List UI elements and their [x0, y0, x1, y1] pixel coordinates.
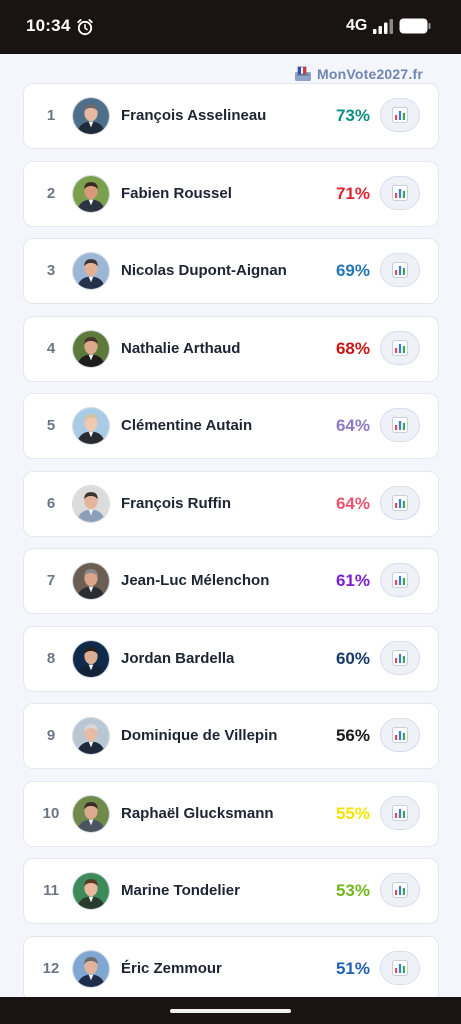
view-stats-button[interactable]	[380, 950, 420, 985]
view-stats-button[interactable]	[380, 253, 420, 287]
bar-chart-icon	[392, 882, 408, 898]
candidate-avatar	[72, 97, 110, 135]
candidate-rank: 10	[42, 804, 60, 822]
candidate-name: Dominique de Villepin	[121, 727, 278, 744]
view-stats-button[interactable]	[380, 640, 420, 675]
alarm-icon	[77, 19, 93, 36]
candidate-avatar	[72, 949, 110, 988]
candidate-avatar	[72, 329, 110, 368]
bar-chart-icon	[392, 727, 408, 743]
candidate-name: Nicolas Dupont-Aignan	[121, 262, 287, 279]
candidate-avatar	[72, 252, 110, 290]
bar-chart-icon	[392, 959, 408, 976]
candidate-score: 55%	[335, 803, 370, 823]
candidate-card[interactable]: 9 Dominique de Villepin 56%	[23, 703, 439, 769]
bar-chart-icon	[392, 494, 408, 511]
candidate-name: Jordan Bardella	[121, 649, 235, 667]
home-bar	[0, 997, 461, 1024]
status-bar: 10:34 4G	[0, 0, 461, 54]
candidate-rank: 8	[46, 649, 56, 667]
candidate-score: 64%	[335, 493, 370, 513]
candidate-rank: 6	[46, 494, 56, 512]
candidate-score: 53%	[335, 881, 370, 900]
candidate-rank: 2	[46, 184, 56, 202]
ballot-box-icon	[294, 66, 311, 81]
candidate-rank: 1	[46, 107, 56, 124]
view-stats-button[interactable]	[380, 873, 420, 907]
view-stats-button[interactable]	[380, 485, 420, 520]
candidate-card[interactable]: 5 Clémentine Autain 64%	[23, 393, 439, 459]
battery-icon	[399, 18, 431, 34]
candidate-score: 51%	[335, 958, 370, 978]
view-stats-button[interactable]	[380, 98, 420, 132]
candidate-card[interactable]: 1 François Asselineau 73%	[23, 83, 439, 149]
candidate-rank: 5	[46, 417, 56, 434]
candidate-score: 61%	[335, 571, 370, 590]
candidate-name: Jean-Luc Mélenchon	[121, 572, 270, 589]
view-stats-button[interactable]	[380, 408, 420, 442]
view-stats-button[interactable]	[380, 795, 420, 830]
candidate-avatar	[72, 562, 110, 600]
candidate-card[interactable]: 6 François Ruffin 64%	[23, 470, 439, 537]
candidate-rank: 3	[46, 262, 56, 279]
candidate-name: Éric Zemmour	[121, 959, 222, 977]
candidate-card[interactable]: 11 Marine Tondelier 53%	[23, 858, 439, 924]
candidate-avatar	[72, 407, 110, 445]
candidate-card[interactable]: 3 Nicolas Dupont-Aignan 69%	[23, 238, 439, 304]
candidate-name: François Ruffin	[121, 494, 232, 512]
bar-chart-icon	[392, 417, 408, 433]
candidate-name: Raphaël Glucksmann	[121, 804, 274, 822]
bar-chart-icon	[392, 339, 408, 356]
candidate-score: 73%	[335, 106, 370, 125]
candidate-rank: 12	[42, 959, 60, 977]
candidate-card[interactable]: 10 Raphaël Glucksmann 55%	[23, 780, 439, 847]
bar-chart-icon	[392, 804, 408, 821]
brand-link[interactable]: MonVote2027.fr	[294, 66, 423, 82]
view-stats-button[interactable]	[380, 718, 420, 752]
view-stats-button[interactable]	[380, 563, 420, 597]
candidate-name: Nathalie Arthaud	[121, 339, 241, 357]
candidate-rank: 11	[43, 882, 59, 899]
signal-icon	[373, 19, 393, 34]
home-indicator[interactable]	[170, 1009, 291, 1013]
candidate-card[interactable]: 4 Nathalie Arthaud 68%	[23, 315, 439, 382]
candidate-score: 69%	[335, 261, 370, 280]
candidate-name: François Asselineau	[121, 107, 267, 124]
candidate-name: Fabien Roussel	[121, 184, 232, 202]
bar-chart-icon	[392, 572, 408, 588]
candidate-avatar	[72, 484, 110, 523]
bar-chart-icon	[392, 262, 408, 278]
candidate-avatar	[72, 174, 110, 213]
candidate-card[interactable]: 8 Jordan Bardella 60%	[23, 625, 439, 692]
candidate-score: 64%	[335, 416, 370, 435]
candidate-avatar	[72, 639, 110, 678]
candidate-rank: 7	[46, 572, 56, 589]
candidate-card[interactable]: 2 Fabien Roussel 71%	[23, 160, 439, 227]
brand-text: MonVote2027.fr	[316, 66, 423, 82]
candidate-name: Marine Tondelier	[121, 882, 240, 899]
candidate-avatar	[72, 872, 110, 910]
view-stats-button[interactable]	[380, 330, 420, 365]
candidate-card[interactable]: 7 Jean-Luc Mélenchon 61%	[23, 548, 439, 614]
candidate-avatar	[72, 717, 110, 755]
candidate-score: 68%	[335, 338, 370, 358]
candidate-card[interactable]: 12 Éric Zemmour 51%	[23, 935, 439, 1002]
view-stats-button[interactable]	[380, 175, 420, 210]
candidate-avatar	[72, 794, 110, 833]
network-label: 4G	[346, 17, 368, 34]
bar-chart-icon	[392, 184, 408, 201]
candidate-rank: 4	[46, 339, 56, 357]
candidate-score: 60%	[335, 648, 370, 668]
bar-chart-icon	[392, 649, 408, 666]
candidate-score: 71%	[335, 183, 370, 203]
candidate-name: Clémentine Autain	[121, 417, 253, 434]
candidate-rank: 9	[46, 727, 56, 744]
bar-chart-icon	[392, 107, 408, 123]
status-time: 10:34	[26, 16, 71, 35]
candidate-score: 56%	[335, 726, 370, 745]
